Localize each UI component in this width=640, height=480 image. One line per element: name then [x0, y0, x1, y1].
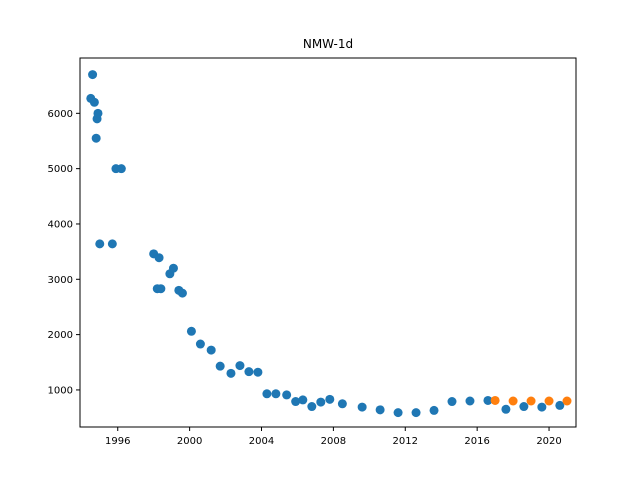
chart-title: NMW-1d: [303, 37, 353, 51]
x-tick-label: 1996: [105, 436, 130, 447]
data-point: [411, 408, 421, 418]
data-point: [206, 345, 216, 355]
data-point: [235, 361, 245, 371]
data-point: [253, 367, 263, 377]
y-tick-label: 4000: [48, 219, 73, 230]
data-point: [154, 253, 164, 263]
data-point: [244, 367, 254, 377]
y-tick-label: 2000: [48, 330, 73, 341]
data-point: [526, 396, 536, 406]
data-point: [156, 284, 166, 294]
data-point: [168, 263, 178, 273]
data-point: [89, 97, 99, 107]
data-point: [226, 368, 236, 378]
plot-area: [86, 70, 572, 418]
data-point: [429, 405, 439, 415]
data-point: [116, 164, 126, 174]
data-point: [291, 397, 301, 407]
data-point: [519, 402, 529, 412]
data-point: [544, 396, 554, 406]
data-point: [195, 339, 205, 349]
data-point: [316, 397, 326, 407]
data-point: [465, 396, 475, 406]
y-axis: 1000 2000 3000 4000 5000 6000: [48, 109, 80, 396]
x-tick-label: 2000: [177, 436, 202, 447]
data-point: [177, 288, 187, 298]
data-point: [375, 405, 385, 415]
x-axis: 1996 2000 2004 2008 2012 2016 2020: [105, 427, 562, 447]
data-point: [271, 389, 281, 399]
data-point: [91, 133, 101, 143]
y-tick-label: 1000: [48, 385, 73, 396]
data-point: [562, 396, 572, 406]
data-point: [357, 402, 367, 412]
data-point: [88, 70, 98, 80]
data-point: [107, 239, 117, 249]
y-tick-label: 6000: [48, 109, 73, 120]
data-point: [447, 397, 457, 407]
data-point: [93, 108, 103, 118]
data-point: [186, 326, 196, 336]
data-point: [393, 408, 403, 418]
data-point: [325, 394, 335, 404]
data-point: [215, 361, 225, 371]
x-tick-label: 2016: [464, 436, 489, 447]
data-point: [501, 404, 511, 414]
data-point: [555, 400, 565, 410]
data-point: [95, 239, 105, 249]
plot-frame: [79, 57, 577, 428]
data-point: [490, 395, 500, 405]
x-tick-label: 2012: [393, 436, 418, 447]
data-point: [483, 395, 493, 405]
data-point: [262, 389, 272, 399]
x-tick-label: 2020: [536, 436, 561, 447]
data-point: [307, 402, 317, 412]
data-point: [537, 402, 547, 412]
y-tick-label: 3000: [48, 275, 73, 286]
x-tick-label: 2004: [249, 436, 274, 447]
data-point: [508, 396, 518, 406]
x-tick-label: 2008: [321, 436, 346, 447]
data-point: [282, 390, 292, 400]
y-tick-label: 5000: [48, 164, 73, 175]
data-point: [298, 395, 308, 405]
data-point: [337, 399, 347, 409]
